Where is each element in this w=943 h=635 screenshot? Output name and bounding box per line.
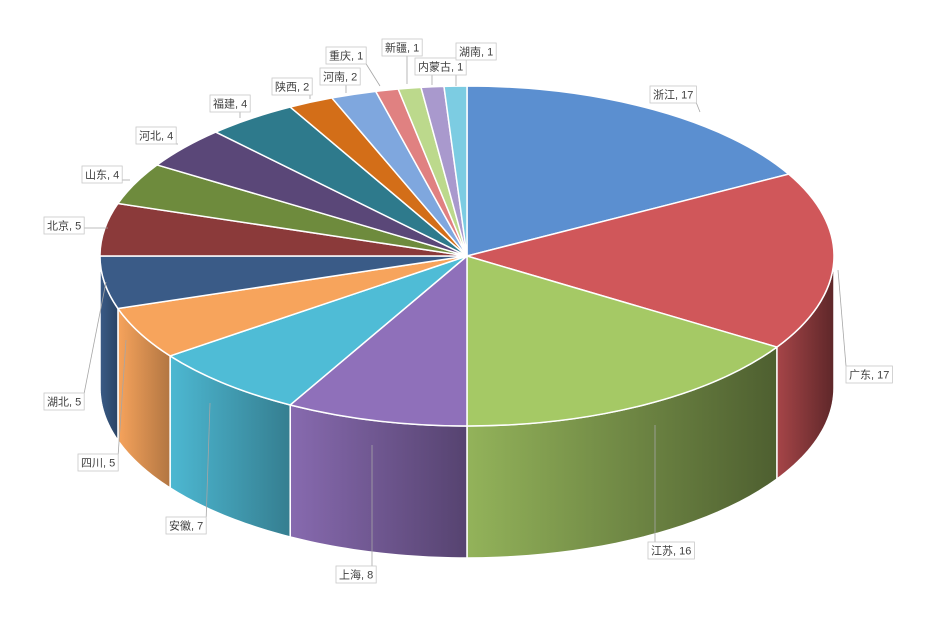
slice-4-wedge bbox=[169, 255, 468, 406]
slice-7-label-box bbox=[43, 216, 85, 235]
slice-13-label-box bbox=[325, 46, 367, 65]
slice-1-label-text: 广东, 17 bbox=[849, 369, 889, 382]
slice-3-label-text: 上海, 8 bbox=[339, 568, 373, 582]
slice-12-data-label: 河南, 2 bbox=[319, 67, 361, 86]
slice-0-label-box bbox=[649, 85, 697, 104]
slice-9-data-label: 河北, 4 bbox=[135, 126, 177, 145]
slice-14-data-label: 新疆, 1 bbox=[381, 38, 423, 57]
slice-11-data-label: 陕西, 2 bbox=[271, 77, 313, 96]
slice-11-label-box bbox=[271, 77, 313, 96]
slice-8-data-label: 山东, 4 bbox=[81, 165, 123, 184]
slice-5-label-text: 四川, 5 bbox=[81, 458, 115, 470]
slice-5-data-label: 四川, 5 bbox=[77, 453, 119, 472]
slice-8-label-box bbox=[81, 165, 123, 184]
slice-3-side bbox=[289, 404, 468, 559]
slice-14-label-text: 新疆, 1 bbox=[385, 41, 419, 55]
slice-3-label-box bbox=[335, 565, 377, 584]
slice-5-label-box bbox=[77, 453, 119, 472]
slice-1-label-box bbox=[845, 365, 893, 384]
slice-12-label-box bbox=[319, 67, 361, 86]
slice-16-wedge bbox=[443, 85, 468, 257]
slice-8-label-text: 山东, 4 bbox=[85, 169, 119, 182]
data-labels: 浙江, 17 广东, 17 江苏, 16 上海, 8 安徽, 7 四川, 5 湖北, 5 北京… bbox=[43, 38, 893, 584]
slice-14-label-box bbox=[381, 38, 423, 57]
slice-4-data-label: 安徽, 7 bbox=[165, 516, 207, 535]
slice-0-label-text: 浙江, 17 bbox=[653, 89, 693, 102]
slice-1-wedge bbox=[466, 173, 835, 348]
slice-2-wedge bbox=[466, 255, 778, 427]
slice-12-label-text: 河南, 2 bbox=[323, 71, 357, 84]
slice-16-label-box bbox=[455, 42, 497, 61]
slice-2-data-label: 江苏, 16 bbox=[647, 541, 695, 560]
slice-9-label-text: 河北, 4 bbox=[139, 130, 173, 143]
slice-1-data-label: 广东, 17 bbox=[845, 365, 893, 384]
slice-13-label-text: 重庆, 1 bbox=[329, 49, 363, 63]
slice-0-wedge bbox=[466, 85, 790, 257]
slice-5-leader-line bbox=[117, 339, 127, 455]
slice-6-label-box bbox=[43, 392, 85, 411]
slice-13-data-label: 重庆, 1 bbox=[325, 46, 367, 65]
slice-10-data-label: 福建, 4 bbox=[209, 94, 251, 113]
slice-16-label-text: 湖南, 1 bbox=[459, 46, 493, 59]
slice-4-label-text: 安徽, 7 bbox=[169, 519, 203, 533]
slice-0-leader-line bbox=[696, 102, 701, 113]
slice-15-data-label: 内蒙古, 1 bbox=[414, 57, 467, 76]
slice-4-leader-line bbox=[205, 402, 211, 518]
slice-2-label-text: 江苏, 16 bbox=[651, 545, 691, 558]
slice-13-leader-line bbox=[365, 63, 381, 87]
slice-3-wedge bbox=[289, 255, 468, 427]
slice-6-label-text: 湖北, 5 bbox=[47, 396, 81, 409]
slice-9-label-box bbox=[135, 126, 177, 145]
slice-16-data-label: 湖南, 1 bbox=[455, 42, 497, 61]
slice-7-data-label: 北京, 5 bbox=[43, 216, 85, 235]
slice-10-label-box bbox=[209, 94, 251, 113]
slice-3-data-label: 上海, 8 bbox=[335, 565, 377, 584]
slice-1-leader-line bbox=[837, 269, 847, 367]
slice-6-leader-line bbox=[83, 281, 107, 394]
slice-0-data-label: 浙江, 17 bbox=[649, 85, 697, 104]
slice-7-label-text: 北京, 5 bbox=[47, 219, 81, 233]
pie-top-face bbox=[99, 85, 835, 427]
slice-4-label-box bbox=[165, 516, 207, 535]
slice-15-label-text: 内蒙古, 1 bbox=[418, 60, 463, 74]
slice-15-label-box bbox=[414, 57, 467, 76]
slice-10-label-text: 福建, 4 bbox=[213, 97, 247, 111]
slice-11-label-text: 陕西, 2 bbox=[275, 80, 309, 94]
slice-2-label-box bbox=[647, 541, 695, 560]
slice-6-data-label: 湖北, 5 bbox=[43, 392, 85, 411]
